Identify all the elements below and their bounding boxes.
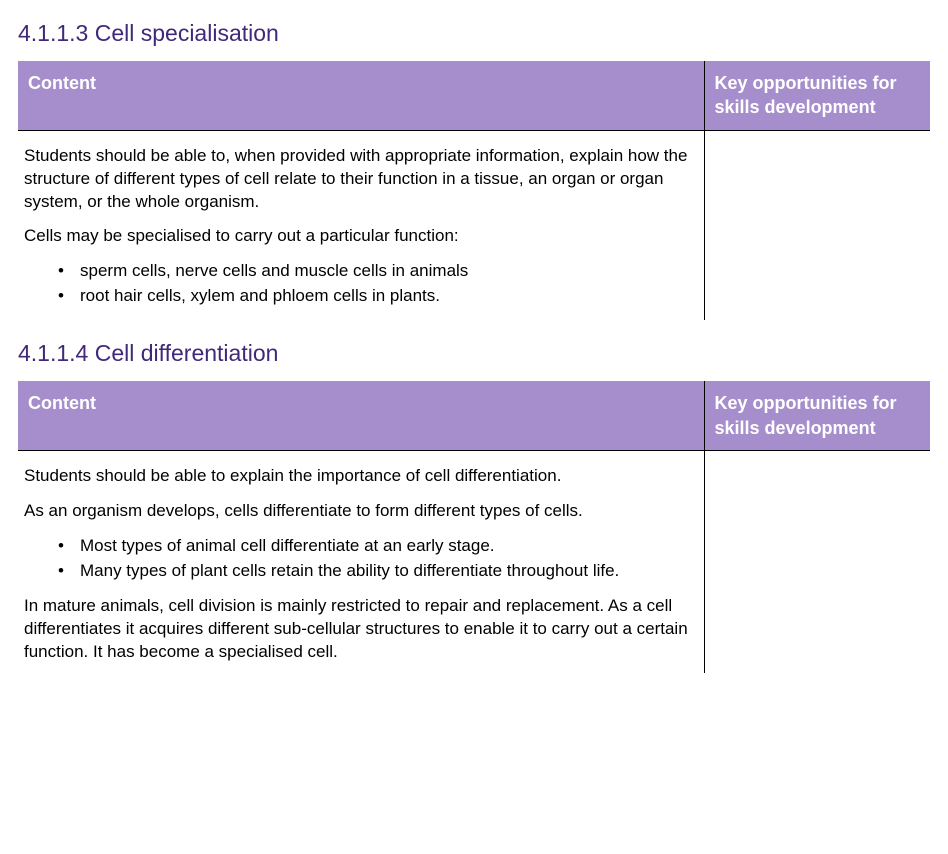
content-paragraph: As an organism develops, cells different… <box>24 500 692 523</box>
skills-cell <box>704 130 930 320</box>
content-paragraph: Cells may be specialised to carry out a … <box>24 225 692 248</box>
list-item: root hair cells, xylem and phloem cells … <box>24 285 692 308</box>
skills-cell <box>704 450 930 673</box>
content-cell: Students should be able to, when provide… <box>24 145 692 309</box>
table-header-content: Content <box>18 381 704 450</box>
table-row: Students should be able to, when provide… <box>18 130 930 320</box>
content-paragraph: Students should be able to, when provide… <box>24 145 692 214</box>
content-paragraph: Students should be able to explain the i… <box>24 465 692 488</box>
spec-table: Content Key opportunities for skills dev… <box>18 381 930 673</box>
section-heading: 4.1.1.4 Cell differentiation <box>18 338 930 369</box>
content-list: sperm cells, nerve cells and muscle cell… <box>24 260 692 308</box>
content-paragraph: In mature animals, cell division is main… <box>24 595 692 664</box>
list-item: Most types of animal cell differentiate … <box>24 535 692 558</box>
spec-table: Content Key opportunities for skills dev… <box>18 61 930 320</box>
table-row: Students should be able to explain the i… <box>18 450 930 673</box>
content-cell: Students should be able to explain the i… <box>24 465 692 664</box>
section-heading: 4.1.1.3 Cell specialisation <box>18 18 930 49</box>
list-item: Many types of plant cells retain the abi… <box>24 560 692 583</box>
table-header-skills: Key opportunities for skills development <box>704 381 930 450</box>
table-header-content: Content <box>18 61 704 130</box>
table-header-skills: Key opportunities for skills development <box>704 61 930 130</box>
list-item: sperm cells, nerve cells and muscle cell… <box>24 260 692 283</box>
content-list: Most types of animal cell differentiate … <box>24 535 692 583</box>
